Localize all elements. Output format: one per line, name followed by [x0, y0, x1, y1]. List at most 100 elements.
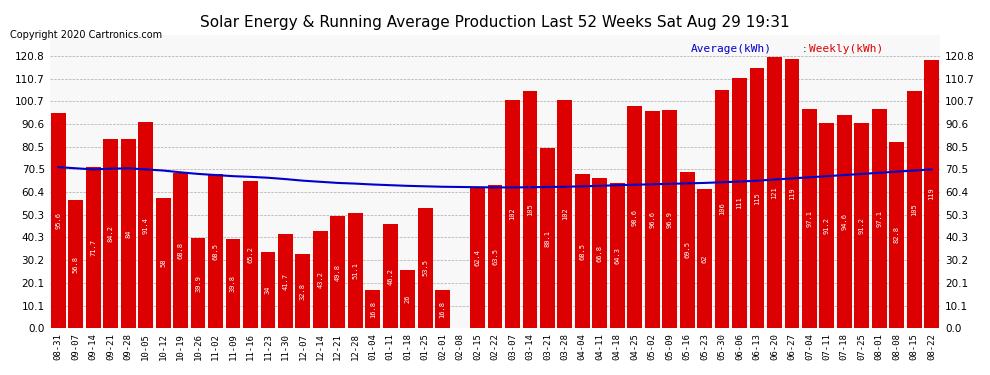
Bar: [854, 123, 869, 328]
Bar: [470, 188, 485, 328]
Text: 39.8: 39.8: [230, 275, 236, 292]
Bar: [173, 173, 188, 328]
Text: Average(kWh): Average(kWh): [691, 44, 772, 54]
Text: 16.8: 16.8: [440, 301, 446, 318]
Bar: [505, 99, 520, 328]
Text: 43.2: 43.2: [318, 271, 324, 288]
Text: 119: 119: [789, 188, 795, 200]
Bar: [820, 123, 835, 328]
Bar: [331, 216, 346, 328]
Text: 95.6: 95.6: [55, 212, 61, 229]
Bar: [260, 252, 275, 328]
Bar: [86, 167, 101, 328]
Text: 111: 111: [737, 196, 742, 209]
Text: 56.8: 56.8: [73, 256, 79, 273]
Bar: [155, 198, 170, 328]
Text: 16.8: 16.8: [369, 301, 376, 318]
Text: 66.8: 66.8: [597, 244, 603, 261]
Bar: [436, 290, 450, 328]
Text: 91.2: 91.2: [824, 217, 830, 234]
Text: 53.5: 53.5: [422, 260, 428, 276]
Text: 82.8: 82.8: [894, 226, 900, 243]
Text: 96.6: 96.6: [649, 211, 655, 228]
Bar: [50, 113, 65, 328]
Bar: [68, 200, 83, 328]
Bar: [244, 182, 258, 328]
Bar: [400, 270, 415, 328]
Text: 119: 119: [929, 188, 935, 200]
Text: 105: 105: [911, 203, 917, 216]
Bar: [418, 208, 433, 328]
Text: 49.8: 49.8: [335, 264, 341, 280]
Text: 84: 84: [125, 230, 132, 238]
Bar: [732, 78, 746, 328]
Text: 32.8: 32.8: [300, 283, 306, 300]
Text: 51.1: 51.1: [352, 262, 358, 279]
Bar: [680, 172, 695, 328]
Bar: [383, 224, 398, 328]
Text: 80.1: 80.1: [544, 230, 550, 246]
Text: 96.9: 96.9: [666, 211, 672, 228]
Text: 65.2: 65.2: [248, 246, 253, 263]
Bar: [191, 238, 206, 328]
Text: Copyright 2020 Cartronics.com: Copyright 2020 Cartronics.com: [10, 30, 162, 39]
Bar: [103, 138, 118, 328]
Bar: [628, 106, 643, 328]
Bar: [575, 174, 590, 328]
Text: 98.6: 98.6: [632, 209, 638, 226]
Text: 68.5: 68.5: [213, 243, 219, 260]
Bar: [347, 213, 362, 328]
Text: 46.2: 46.2: [387, 268, 393, 285]
Bar: [784, 60, 799, 328]
Bar: [662, 110, 677, 328]
Text: 84.2: 84.2: [108, 225, 114, 242]
Bar: [610, 183, 625, 328]
Text: 26: 26: [405, 295, 411, 303]
Text: 91.4: 91.4: [143, 217, 148, 234]
Bar: [767, 57, 782, 328]
Text: 39.9: 39.9: [195, 275, 201, 292]
Bar: [837, 115, 851, 328]
Bar: [557, 99, 572, 328]
Title: Solar Energy & Running Average Production Last 52 Weeks Sat Aug 29 19:31: Solar Energy & Running Average Productio…: [200, 15, 790, 30]
Text: 102: 102: [510, 207, 516, 220]
Text: 71.7: 71.7: [90, 239, 96, 256]
Bar: [802, 110, 817, 328]
Bar: [907, 91, 922, 328]
Text: :: :: [802, 44, 806, 54]
Text: 94.6: 94.6: [842, 213, 847, 230]
Bar: [872, 110, 887, 328]
Bar: [715, 90, 730, 328]
Text: 97.1: 97.1: [807, 210, 813, 227]
Text: 64.3: 64.3: [614, 248, 621, 264]
Text: 68.5: 68.5: [579, 243, 585, 260]
Text: 102: 102: [562, 207, 568, 220]
Text: 106: 106: [719, 202, 725, 215]
Text: 34: 34: [265, 286, 271, 294]
Bar: [278, 234, 293, 328]
Bar: [523, 92, 538, 328]
Text: 58: 58: [160, 259, 166, 267]
Bar: [208, 174, 223, 328]
Text: 41.7: 41.7: [282, 273, 288, 290]
Bar: [697, 189, 712, 328]
Text: 105: 105: [527, 204, 533, 216]
Text: 68.8: 68.8: [177, 242, 183, 259]
Bar: [139, 122, 153, 328]
Bar: [592, 178, 607, 328]
Bar: [121, 139, 136, 328]
Bar: [749, 69, 764, 328]
Bar: [488, 185, 502, 328]
Text: 69.5: 69.5: [684, 242, 690, 258]
Text: 121: 121: [771, 186, 777, 199]
Bar: [889, 142, 904, 328]
Text: 62: 62: [702, 254, 708, 262]
Bar: [365, 290, 380, 328]
Text: 63.5: 63.5: [492, 248, 498, 265]
Text: 97.1: 97.1: [876, 210, 882, 227]
Text: 62.4: 62.4: [474, 249, 480, 267]
Bar: [226, 238, 241, 328]
Text: Weekly(kWh): Weekly(kWh): [810, 44, 884, 54]
Text: 91.2: 91.2: [858, 217, 865, 234]
Bar: [295, 254, 310, 328]
